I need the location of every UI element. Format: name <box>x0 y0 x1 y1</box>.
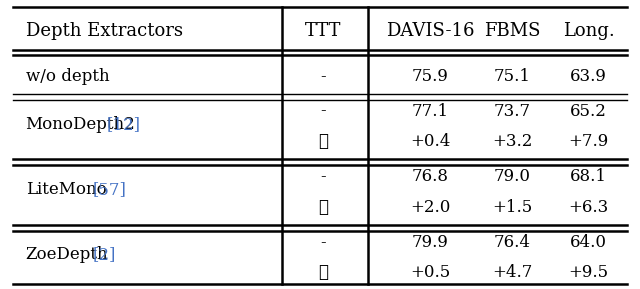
Text: ✓: ✓ <box>318 199 328 216</box>
Text: 77.1: 77.1 <box>412 103 449 120</box>
Text: 65.2: 65.2 <box>570 103 607 120</box>
Text: +0.4: +0.4 <box>410 133 451 150</box>
Text: DAVIS-16: DAVIS-16 <box>386 22 474 40</box>
Text: 79.0: 79.0 <box>493 168 531 185</box>
Text: 76.8: 76.8 <box>412 168 449 185</box>
Text: -: - <box>321 234 326 251</box>
Text: Depth Extractors: Depth Extractors <box>26 22 182 40</box>
Text: ✓: ✓ <box>318 264 328 281</box>
Text: FBMS: FBMS <box>484 22 540 40</box>
Text: ✓: ✓ <box>318 133 328 150</box>
Text: -: - <box>321 103 326 120</box>
Text: 68.1: 68.1 <box>570 168 607 185</box>
Text: MonoDepth2: MonoDepth2 <box>26 116 135 133</box>
Text: ZoeDepth: ZoeDepth <box>26 246 108 263</box>
Text: +1.5: +1.5 <box>492 199 532 216</box>
Text: [12]: [12] <box>107 116 141 133</box>
Text: +3.2: +3.2 <box>492 133 532 150</box>
Text: LiteMono: LiteMono <box>26 181 106 199</box>
Text: 73.7: 73.7 <box>493 103 531 120</box>
Text: +2.0: +2.0 <box>410 199 451 216</box>
Text: 75.1: 75.1 <box>493 68 531 85</box>
Text: Long.: Long. <box>563 22 614 40</box>
Text: +6.3: +6.3 <box>569 199 609 216</box>
Text: +4.7: +4.7 <box>492 264 532 281</box>
Text: 76.4: 76.4 <box>493 234 531 251</box>
Text: 75.9: 75.9 <box>412 68 449 85</box>
Text: [2]: [2] <box>92 246 116 263</box>
Text: 64.0: 64.0 <box>570 234 607 251</box>
Text: +7.9: +7.9 <box>569 133 609 150</box>
Text: +9.5: +9.5 <box>569 264 609 281</box>
Text: [57]: [57] <box>92 181 126 199</box>
Text: -: - <box>321 168 326 185</box>
Text: TTT: TTT <box>305 22 341 40</box>
Text: +0.5: +0.5 <box>410 264 450 281</box>
Text: w/o depth: w/o depth <box>26 68 109 85</box>
Text: -: - <box>321 68 326 85</box>
Text: 79.9: 79.9 <box>412 234 449 251</box>
Text: 63.9: 63.9 <box>570 68 607 85</box>
